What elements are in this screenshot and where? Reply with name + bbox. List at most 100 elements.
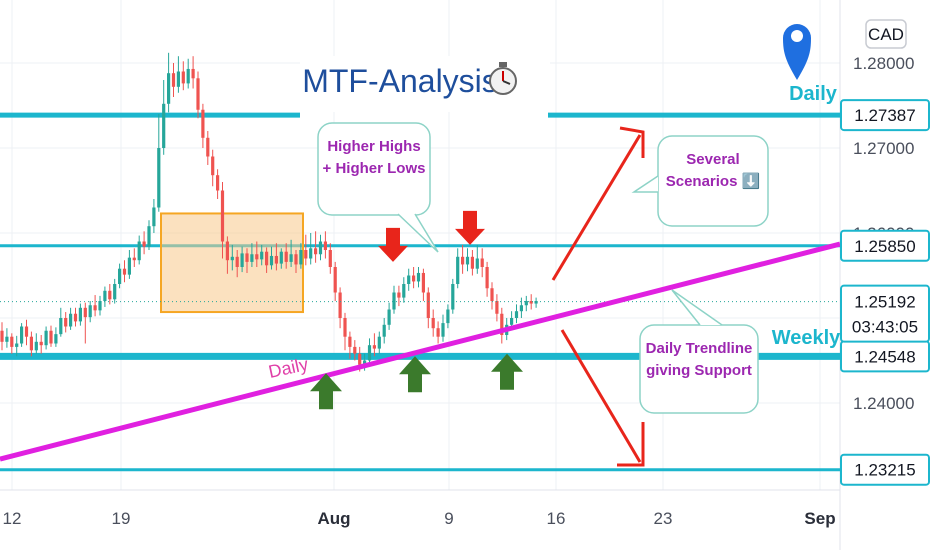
candle: [260, 251, 264, 260]
candle: [211, 156, 215, 176]
note-higher-highs: Higher Highs + Higher Lows: [317, 122, 439, 253]
candle: [152, 207, 156, 227]
candle: [24, 326, 29, 337]
y-tick-label: 1.28000: [853, 54, 914, 73]
level-price-label: 1.24548: [854, 347, 915, 366]
arrow-markers: [310, 210, 523, 410]
y-tick-label: 1.24000: [853, 394, 914, 413]
candle: [162, 103, 166, 148]
candle: [240, 253, 244, 267]
daily-label: Daily: [789, 83, 838, 105]
up-arrow-icon: [491, 353, 523, 390]
note-line: + Higher Lows: [323, 160, 426, 177]
x-tick-label: Aug: [317, 509, 350, 528]
candle: [93, 305, 97, 311]
candle: [299, 250, 303, 265]
candle: [363, 360, 367, 365]
candle: [54, 334, 58, 344]
candle: [402, 284, 406, 298]
chart-title: MTF-Analysis: [302, 63, 498, 99]
level-price-box: [840, 453, 930, 486]
candle: [333, 267, 337, 293]
candle: [358, 353, 362, 365]
candle: [480, 258, 484, 267]
candle: [15, 343, 19, 347]
candle: [318, 241, 323, 255]
down-arrow-icon: [378, 227, 408, 262]
candle: [495, 301, 499, 314]
candle: [20, 326, 24, 344]
candle: [83, 307, 87, 318]
candle: [372, 345, 376, 349]
candle: [382, 324, 386, 337]
candle: [142, 241, 146, 247]
candle: [216, 175, 220, 191]
candle: [510, 318, 514, 325]
candle: [323, 241, 327, 250]
candle: [397, 292, 401, 298]
candle: [44, 330, 48, 346]
x-tick-label: 9: [444, 509, 453, 528]
note-trendline: Daily Trendline giving Support: [639, 289, 759, 414]
candle: [230, 256, 234, 261]
level-price-box: [840, 229, 930, 262]
candle: [127, 257, 131, 275]
note-scenarios: Several Scenarios ⬇️: [631, 135, 769, 227]
candle: [412, 275, 416, 282]
candle: [235, 256, 239, 267]
annotations: MTF-Analysis Daily Weekly Higher Highs + Hig…: [300, 24, 841, 414]
candle: [436, 328, 440, 337]
level-price-label: 1.23215: [854, 461, 915, 480]
scenario-arrows: [551, 126, 645, 467]
candle: [446, 309, 450, 324]
candle: [34, 341, 38, 351]
last-price-label: 1.25192: [854, 293, 915, 312]
candle: [108, 290, 112, 300]
candle: [456, 256, 460, 284]
note-line: Scenarios ⬇️: [666, 172, 761, 190]
candle: [206, 137, 210, 157]
candle: [490, 288, 494, 301]
note-line: Daily Trendline: [646, 340, 753, 357]
candle: [5, 336, 9, 342]
candle: [451, 284, 455, 310]
candle: [157, 148, 161, 208]
candle: [529, 301, 533, 304]
scenario-up-arrowhead: [619, 126, 645, 158]
candle: [377, 336, 381, 349]
candle: [348, 336, 352, 347]
candle: [103, 290, 107, 301]
note-line: giving Support: [646, 362, 752, 379]
candle: [132, 257, 136, 261]
scenario-up-line: [551, 134, 642, 281]
level-price-label: 1.27387: [854, 106, 915, 125]
candles: [0, 52, 840, 372]
candle: [255, 254, 259, 260]
candle: [461, 256, 465, 265]
candle: [10, 336, 14, 347]
map-pin-icon: [783, 24, 811, 80]
candle: [167, 73, 171, 104]
candle: [465, 256, 470, 265]
weekly-label: Weekly: [772, 327, 841, 349]
note-line: Several: [686, 151, 739, 168]
candle: [421, 272, 425, 293]
x-tick-label: 12: [3, 509, 22, 528]
currency-box[interactable]: [865, 19, 907, 49]
candle: [39, 341, 43, 346]
candle: [304, 250, 308, 259]
candle: [407, 275, 411, 284]
candle: [392, 292, 396, 310]
x-tick-label: 23: [654, 509, 673, 528]
candle: [338, 292, 342, 318]
candle: [328, 250, 332, 267]
level-price-box: [840, 99, 930, 132]
candle: [387, 309, 391, 325]
candle: [59, 318, 63, 335]
candle: [225, 241, 229, 261]
stopwatch-icon: [489, 62, 517, 95]
price-axis-labels: CAD 1.27387 1.25850 1.24548 1.23215 1.25192 03…: [840, 19, 930, 486]
x-tick-label: Sep: [804, 509, 835, 528]
candle: [416, 272, 421, 282]
